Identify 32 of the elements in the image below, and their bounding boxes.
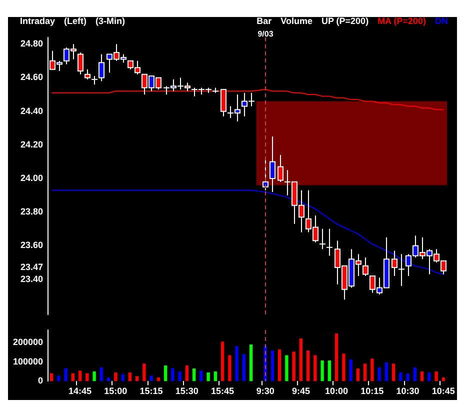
x-tick-label: 10:45 [432, 386, 455, 396]
chart-title: Intraday [20, 16, 56, 26]
y-tick-label: 24.80 [20, 38, 43, 49]
y-tick-label: 23.60 [20, 240, 43, 250]
x-tick-label: 15:30 [175, 386, 198, 396]
ref-line-label: 9/03 [258, 30, 274, 39]
x-tick-label: 14:45 [68, 386, 92, 396]
text: Volume [280, 16, 312, 26]
y-tick-label: 23.40 [20, 274, 43, 284]
x-tick-label: 15:45 [211, 386, 234, 396]
x-tick-label: 9:45 [292, 386, 310, 396]
y-tick-label: 23.47 [20, 262, 43, 272]
x-tick-label: 15:15 [140, 386, 163, 396]
text: Bar [256, 16, 272, 26]
y-tick-label: 24.00 [20, 173, 43, 184]
y-tick-label: 23.80 [20, 206, 43, 217]
text: MA (P=200) [378, 16, 426, 26]
text: (Left) [64, 16, 87, 26]
y-tick-label: 24.60 [20, 72, 43, 82]
x-tick-label: 15:00 [104, 386, 128, 396]
x-tick-label: 9:30 [256, 386, 274, 396]
text: UP (P=200) [321, 16, 369, 26]
text: (3-Min) [96, 16, 126, 26]
x-tick-label: 10:30 [396, 386, 420, 396]
y-tick-label: 0 [38, 376, 43, 386]
text: DN [435, 16, 448, 26]
x-tick-label: 10:00 [325, 386, 348, 396]
x-tick-label: 10:15 [360, 386, 384, 396]
y-tick-label: 24.20 [20, 139, 43, 150]
y-tick-label: 24.40 [20, 106, 43, 116]
y-tick-label: 100000 [12, 356, 43, 366]
y-tick-label: 200000 [12, 337, 43, 348]
